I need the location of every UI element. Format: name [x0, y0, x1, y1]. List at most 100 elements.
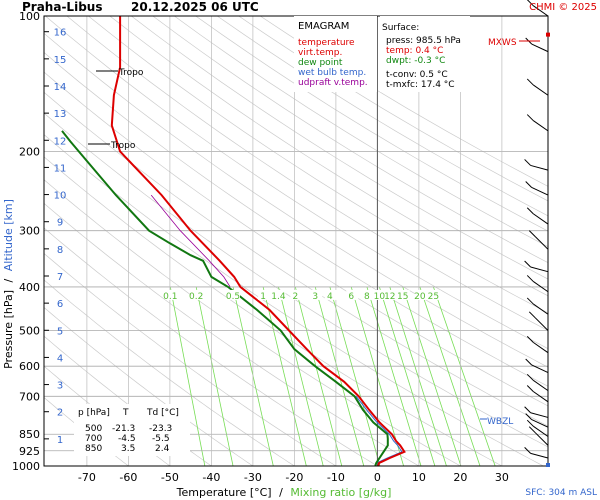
mixing-ratio-lines [169, 286, 496, 466]
mixing-ratio-line [402, 286, 462, 466]
wind-barb [532, 120, 549, 132]
wind-barb-feather [525, 358, 533, 366]
mixing-ratio-label: 15 [397, 292, 408, 302]
temperature-tick-label: 10 [412, 471, 426, 484]
pressure-tick-label: 300 [19, 225, 40, 238]
mixing-ratio-line [314, 286, 365, 466]
temperature-tick-label: 30 [495, 471, 509, 484]
temperature-line [110, 16, 406, 466]
altitude-tick-label: 5 [57, 326, 63, 337]
sfc-label: SFC: 304 m ASL [525, 488, 597, 498]
surface-temp: temp: 0.4 °C [386, 46, 443, 56]
wind-barb [534, 432, 549, 446]
legend-item-wet-bulb: wet bulb temp. [298, 68, 366, 78]
y-axis-label-sep: / [2, 278, 15, 282]
profile-lines [61, 16, 406, 466]
surface-tconv: t-conv: 0.5 °C [386, 70, 448, 80]
altitude-tick-label: 9 [57, 218, 63, 229]
wbzl-label: WBZL [487, 417, 513, 427]
temperature-tick-label: -10 [327, 471, 345, 484]
legend-item-dew-point: dew point [298, 58, 343, 68]
wind-barb-feather [526, 114, 534, 121]
dry-adiabat [45, 16, 548, 350]
mixing-ratio-label: 10 [374, 292, 386, 302]
pressure-tick-label: 700 [19, 390, 40, 403]
temperature-tick-label: 0 [374, 471, 381, 484]
wind-barb-feather [524, 159, 531, 166]
wind-barb-feather [528, 426, 536, 434]
legend-box: EMAGRAM temperature virt.temp. dew point… [294, 16, 377, 92]
temperature-tick-label: -50 [161, 471, 179, 484]
mixing-label-bg [397, 289, 410, 300]
dry-adiabat-lines [44, 16, 548, 466]
mixing-label-bg [290, 289, 303, 300]
dry-adiabat [131, 16, 548, 280]
dry-adiabat [44, 32, 548, 368]
temperature-tick-label: -30 [244, 471, 262, 484]
wind-barb [532, 425, 549, 437]
pressure-tick-label: 100 [19, 10, 40, 23]
mixing-label-bg [191, 289, 204, 300]
altitude-tick-label: 14 [54, 82, 67, 93]
surface-tmxfc: t-mxfc: 17.4 °C [386, 80, 455, 90]
mixing-ratio-label: 3 [312, 292, 318, 302]
mixing-ratio-label: 0.1 [163, 292, 177, 302]
wind-barb [532, 379, 549, 392]
mixing-ratio-label: 20 [414, 292, 426, 302]
mixing-ratio-line [433, 286, 496, 466]
pressure-tick-label: 400 [19, 281, 40, 294]
wind-barb-feather [526, 78, 534, 86]
mixing-ratio-label: 2 [292, 292, 298, 302]
wind-barb [530, 164, 549, 171]
wind-barb-feather [526, 419, 534, 427]
temperature-tick-label: -40 [202, 471, 220, 484]
table-cell: 850 [85, 444, 102, 454]
surface-wind-dot [546, 463, 550, 467]
dry-adiabat [44, 112, 548, 448]
wind-barb-feather [524, 260, 531, 268]
mixing-ratio-line [294, 286, 343, 466]
dry-adiabat [66, 16, 548, 331]
mixing-label-bg [310, 289, 323, 300]
mixing-ratio-line [379, 286, 436, 466]
mixing-label-bg [414, 289, 427, 300]
table-cell: 2.4 [155, 444, 170, 454]
mixing-ratio-label: 8 [364, 292, 370, 302]
wind-barb [532, 391, 549, 403]
wind-barb [530, 452, 549, 459]
mixing-ratio-line [366, 286, 422, 466]
dry-adiabat [174, 16, 548, 248]
dry-adiabat [44, 51, 548, 387]
wind-barb [531, 364, 549, 374]
dry-adiabat [217, 16, 548, 217]
wind-barb [531, 43, 549, 53]
mixing-label-bg [346, 289, 359, 300]
mxws-wind-dot [546, 32, 550, 37]
level-table: p [hPa] T Td [°C] 500 -21.3 -23.3 700 -4… [74, 404, 190, 456]
tropo-label-upper: Tropo [118, 68, 144, 78]
wind-barb [534, 236, 549, 250]
wind-barb [532, 5, 549, 17]
mixing-ratio-line [169, 286, 206, 466]
wind-barb [534, 317, 549, 331]
legend-item-virt-temp: virt.temp. [298, 48, 342, 58]
altitude-tick-label: 1 [57, 435, 63, 446]
x-axis-label: Temperature [°C] / Mixing ratio [g/kg] [176, 486, 392, 499]
mixing-label-bg [165, 289, 178, 300]
wind-barb-feather [524, 406, 531, 414]
pressure-tick-label: 1000 [12, 460, 40, 473]
wind-barb [531, 419, 549, 428]
dew-point-line [61, 130, 389, 466]
altitude-tick-label: 8 [57, 245, 63, 256]
altitude-tick-label: 15 [54, 55, 67, 66]
altitude-tick-label: 12 [54, 136, 67, 147]
x-axis-label-sep: / [279, 486, 283, 499]
wind-barb-feather [526, 373, 534, 381]
wind-barb [532, 303, 549, 315]
mixing-ratio-label: 4 [327, 292, 333, 302]
wind-barb-feather [526, 297, 534, 305]
wind-barb-feather [524, 447, 531, 454]
wind-barb-feather [526, 207, 534, 215]
dry-adiabat [195, 16, 548, 232]
